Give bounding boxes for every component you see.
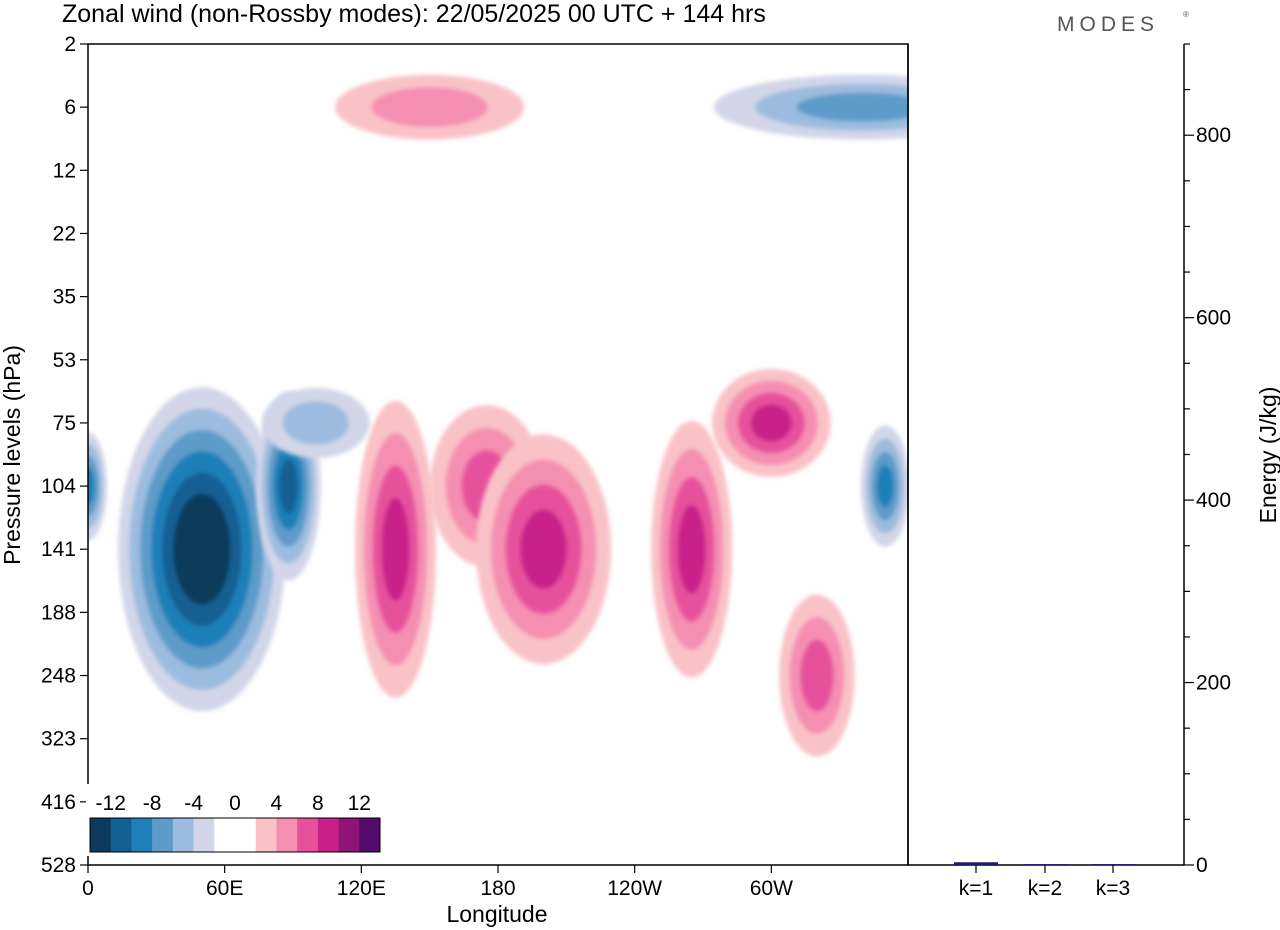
x-tick-label: 120E — [337, 877, 386, 900]
energy-bar — [1023, 864, 1067, 866]
y-tick-label: 6 — [64, 96, 76, 119]
colorbar-swatch — [235, 818, 257, 852]
y-tick-label: 35 — [53, 286, 76, 309]
colorbar-swatch — [359, 818, 381, 852]
colorbar-swatch — [297, 818, 319, 852]
colorbar-swatch — [90, 818, 112, 852]
contour-level — [282, 401, 349, 445]
contour-feature — [779, 594, 855, 757]
x-tick-label: 60W — [750, 877, 793, 900]
colorbar-frame — [89, 817, 381, 853]
energy-tick-label: 800 — [1196, 124, 1231, 147]
contour-level — [677, 504, 706, 594]
energy-bar — [1091, 864, 1135, 866]
x-axis: 0 60E 120E 180 120W 60W — [82, 865, 793, 900]
contour-feature — [711, 368, 831, 477]
contour-level — [750, 404, 793, 442]
y-tick-label: 2 — [64, 33, 76, 56]
y-tick-label: 323 — [41, 728, 76, 751]
energy-category-label: k=2 — [1028, 877, 1062, 900]
energy-tick-label: 600 — [1196, 307, 1231, 330]
y-tick-label: 141 — [41, 538, 76, 561]
energy-bar — [954, 862, 998, 865]
energy-axis-label: Energy (J/kg) — [1255, 387, 1280, 524]
colorbar-label: 4 — [271, 792, 283, 815]
colorbar-swatch — [152, 818, 174, 852]
energy-category-label: k=3 — [1096, 877, 1130, 900]
colorbar-swatch — [131, 818, 153, 852]
contour-level — [381, 497, 410, 601]
colorbar-label: 12 — [348, 792, 371, 815]
energy-tick-label: 200 — [1196, 672, 1231, 695]
energy-tick-label: 400 — [1196, 489, 1231, 512]
x-tick-label: 180 — [480, 877, 515, 900]
y-tick-label: 188 — [41, 601, 76, 624]
y-tick-label: 248 — [41, 665, 76, 688]
contour-feature — [335, 74, 525, 140]
energy-tick-label: 0 — [1196, 854, 1208, 877]
colorbar-label: 0 — [229, 792, 241, 815]
contour-level — [184, 515, 220, 584]
y-axis-label: Pressure levels (hPa) — [0, 345, 25, 565]
colorbar-swatch — [172, 818, 194, 852]
contour-feature — [88, 432, 107, 541]
colorbar: -12 -8 -4 0 4 8 12 — [86, 784, 384, 856]
contour-feature — [860, 425, 908, 547]
x-axis-label: Longitude — [446, 901, 547, 927]
contour-feature — [476, 434, 612, 665]
contour-feature — [261, 387, 370, 459]
contour-feature — [651, 420, 733, 678]
y-tick-label: 22 — [53, 222, 76, 245]
x-tick-label: 60E — [206, 877, 243, 900]
contour-level — [800, 639, 834, 712]
colorbar-swatch — [276, 818, 298, 852]
colorbar-swatch — [214, 818, 236, 852]
heatmap-field — [88, 74, 908, 757]
colorbar-swatch — [255, 818, 277, 852]
contour-feature — [355, 400, 436, 698]
colorbar-label: -4 — [184, 792, 203, 815]
brand-logo: MODES — [1057, 13, 1159, 36]
colorbar-swatch — [317, 818, 339, 852]
contour-level — [88, 467, 95, 505]
colorbar-label: -12 — [96, 792, 126, 815]
colorbar-label: -8 — [143, 792, 162, 815]
contour-feature — [118, 387, 286, 712]
colorbar-label: 8 — [312, 792, 324, 815]
energy-axis: 0 200 400 600 800 — [1184, 43, 1231, 877]
y-tick-label: 416 — [41, 791, 76, 814]
chart-title: Zonal wind (non-Rossby modes): 22/05/202… — [62, 0, 766, 28]
y-axis: 2 6 12 22 35 53 75 104 141 188 248 323 416 528 — [41, 33, 88, 877]
x-tick-label: 0 — [82, 877, 94, 900]
brand-mark: ® — [1183, 10, 1189, 19]
energy-category-label: k=1 — [959, 877, 993, 900]
contour-feature — [713, 74, 908, 140]
y-tick-label: 53 — [53, 349, 76, 372]
y-tick-label: 12 — [53, 159, 76, 182]
y-tick-label: 75 — [53, 412, 76, 435]
contour-level — [279, 459, 298, 514]
x-tick-label: 120W — [607, 877, 662, 900]
colorbar-swatch — [338, 818, 360, 852]
contour-level — [520, 509, 568, 590]
energy-bars: k=1 k=2 k=3 — [954, 862, 1135, 900]
contour-level — [796, 92, 908, 122]
contour-level — [876, 464, 894, 508]
y-tick-label: 528 — [41, 854, 76, 877]
y-tick-label: 104 — [41, 475, 76, 498]
contour-level — [371, 87, 488, 128]
colorbar-swatch — [193, 818, 215, 852]
colorbar-swatch — [110, 818, 132, 852]
